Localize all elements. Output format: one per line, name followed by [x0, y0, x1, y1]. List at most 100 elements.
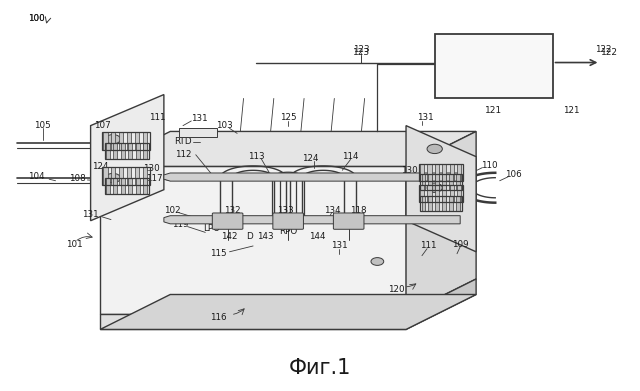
Polygon shape	[106, 178, 110, 194]
Text: измерительное
электронное
средство: измерительное электронное средство	[456, 45, 531, 79]
Text: 121: 121	[485, 106, 502, 115]
Polygon shape	[406, 131, 476, 314]
FancyBboxPatch shape	[212, 213, 243, 229]
Text: 132: 132	[224, 206, 241, 215]
Text: 116: 116	[210, 313, 227, 322]
Text: 142: 142	[221, 232, 237, 241]
Polygon shape	[136, 178, 140, 194]
Polygon shape	[456, 196, 460, 211]
Polygon shape	[136, 143, 140, 159]
Text: 117: 117	[146, 174, 163, 183]
Text: 113: 113	[248, 152, 264, 161]
Polygon shape	[422, 196, 426, 211]
Text: D: D	[246, 232, 253, 241]
Text: 118: 118	[350, 206, 367, 215]
Polygon shape	[119, 132, 124, 151]
Polygon shape	[450, 185, 454, 202]
Text: RPO: RPO	[279, 227, 297, 236]
Polygon shape	[100, 314, 406, 330]
Polygon shape	[103, 167, 108, 185]
Text: 134: 134	[324, 206, 341, 215]
Polygon shape	[121, 178, 125, 194]
Text: 122: 122	[602, 48, 618, 57]
FancyBboxPatch shape	[179, 127, 217, 137]
Polygon shape	[428, 196, 432, 211]
FancyBboxPatch shape	[333, 213, 364, 229]
Polygon shape	[442, 174, 446, 190]
Text: 131: 131	[83, 210, 99, 219]
Text: 122: 122	[595, 45, 612, 54]
Text: 110: 110	[481, 161, 497, 170]
Polygon shape	[164, 216, 460, 224]
Text: 124: 124	[92, 162, 108, 171]
Text: Фиг.1: Фиг.1	[289, 358, 351, 378]
Text: LPO: LPO	[203, 224, 220, 233]
Polygon shape	[113, 143, 117, 159]
Text: 100: 100	[28, 14, 45, 23]
Polygon shape	[420, 164, 424, 181]
Circle shape	[105, 135, 120, 144]
Text: 108: 108	[70, 174, 86, 183]
Text: 130: 130	[401, 166, 417, 175]
Text: 115: 115	[210, 249, 227, 258]
Text: 131: 131	[191, 114, 207, 123]
Text: 109: 109	[452, 240, 468, 249]
Polygon shape	[121, 143, 125, 159]
Text: 120: 120	[388, 285, 404, 294]
Polygon shape	[428, 185, 431, 202]
Circle shape	[427, 183, 442, 192]
Text: 102: 102	[164, 206, 180, 215]
Text: 133: 133	[276, 206, 293, 215]
Polygon shape	[457, 164, 461, 181]
Text: 119: 119	[172, 220, 188, 229]
Text: 103: 103	[216, 121, 233, 130]
Polygon shape	[100, 294, 476, 330]
Text: RTD: RTD	[174, 137, 192, 146]
Text: 130: 130	[143, 164, 160, 173]
Polygon shape	[457, 185, 461, 202]
Polygon shape	[449, 196, 453, 211]
Polygon shape	[128, 178, 132, 194]
Polygon shape	[135, 132, 140, 151]
Text: 131: 131	[417, 113, 433, 122]
Polygon shape	[428, 164, 431, 181]
Text: 111: 111	[420, 242, 436, 251]
Polygon shape	[428, 174, 432, 190]
Polygon shape	[406, 279, 476, 330]
Polygon shape	[442, 164, 447, 181]
Text: 125: 125	[280, 113, 296, 122]
Polygon shape	[450, 164, 454, 181]
Polygon shape	[128, 143, 132, 159]
Polygon shape	[442, 185, 447, 202]
Polygon shape	[143, 167, 147, 185]
Text: 100: 100	[28, 14, 45, 23]
Polygon shape	[127, 167, 131, 185]
Circle shape	[105, 173, 120, 183]
Polygon shape	[111, 167, 115, 185]
Polygon shape	[449, 174, 453, 190]
Polygon shape	[100, 131, 476, 167]
Polygon shape	[143, 178, 147, 194]
Text: 144: 144	[308, 232, 325, 241]
Text: 143: 143	[257, 232, 274, 241]
Text: 123: 123	[353, 45, 370, 54]
Polygon shape	[111, 132, 115, 151]
Polygon shape	[143, 132, 147, 151]
Polygon shape	[119, 167, 124, 185]
Text: 131: 131	[331, 242, 348, 251]
Circle shape	[427, 144, 442, 154]
FancyBboxPatch shape	[273, 213, 303, 229]
Text: 107: 107	[93, 121, 111, 130]
Polygon shape	[420, 185, 424, 202]
Text: 121: 121	[563, 106, 580, 115]
Polygon shape	[91, 95, 164, 221]
Polygon shape	[100, 167, 406, 314]
Polygon shape	[103, 132, 108, 151]
Polygon shape	[406, 126, 476, 252]
Text: 105: 105	[35, 121, 51, 130]
Circle shape	[371, 258, 384, 265]
Text: 124: 124	[302, 154, 319, 163]
Polygon shape	[435, 185, 439, 202]
Bar	[435, 34, 552, 99]
Polygon shape	[135, 167, 140, 185]
